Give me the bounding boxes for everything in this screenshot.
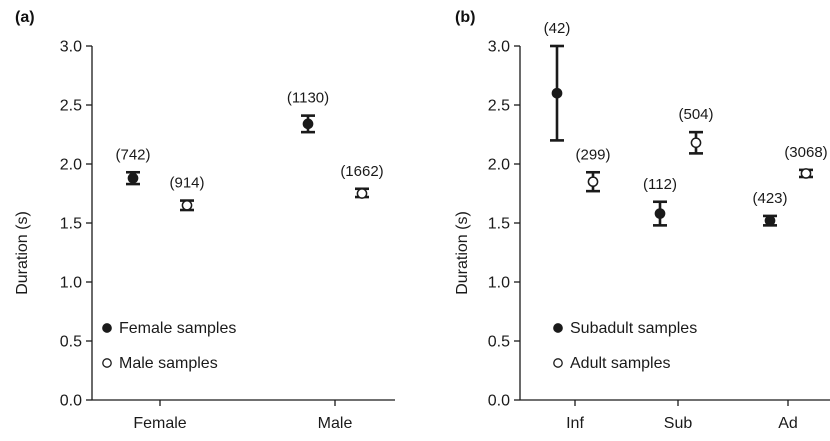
sample-size-label: (1662) xyxy=(340,163,383,180)
y-tick-label: 2.5 xyxy=(488,98,510,115)
sample-size-label: (504) xyxy=(678,106,713,123)
y-tick-label: 0.5 xyxy=(60,334,82,351)
series-filled: (42) (112) (423) xyxy=(544,20,788,227)
y-tick-label: 1.0 xyxy=(60,275,82,292)
data-point xyxy=(181,199,193,211)
legend-label: Adult samples xyxy=(570,355,671,372)
chart-panel-a: (a) 0.0 0.5 1.0 1.5 2.0 2.5 3.0 Duration (s) Fema… xyxy=(14,9,395,432)
y-tick-label: 2.0 xyxy=(488,157,510,174)
sample-size-label: (742) xyxy=(115,146,150,163)
y-tick-label: 2.5 xyxy=(60,98,82,115)
sample-size-label: (3068) xyxy=(784,144,827,161)
sample-size-label: (914) xyxy=(169,175,204,192)
legend-label: Male samples xyxy=(119,355,218,372)
y-tick-label: 1.0 xyxy=(488,275,510,292)
series-filled: (742) (1130) xyxy=(115,90,329,186)
data-point xyxy=(764,215,776,226)
legend-open-circle-icon xyxy=(102,358,112,368)
panel-label: (a) xyxy=(15,9,35,26)
x-tick-label: Ad xyxy=(778,415,798,432)
legend-filled-circle-icon xyxy=(553,323,563,333)
y-axis-label: Duration (s) xyxy=(14,211,31,295)
y-axis-label: Duration (s) xyxy=(454,211,471,295)
x-tick-label: Male xyxy=(318,415,353,432)
data-point xyxy=(551,87,563,99)
sample-size-label: (112) xyxy=(643,176,677,193)
y-tick-label: 1.5 xyxy=(488,216,510,233)
sample-size-label: (299) xyxy=(575,146,610,163)
sample-size-label: (423) xyxy=(752,190,787,207)
series-open: (299) (504) (3068) xyxy=(575,106,828,193)
data-point xyxy=(356,188,368,199)
data-point xyxy=(587,176,599,188)
legend-label: Subadult samples xyxy=(570,320,697,337)
data-point xyxy=(690,137,702,149)
y-tick-label: 0.0 xyxy=(488,393,510,410)
panel-label: (b) xyxy=(455,9,475,26)
y-tick-label: 0.0 xyxy=(60,393,82,410)
y-tick-label: 2.0 xyxy=(60,157,82,174)
legend-filled-circle-icon xyxy=(102,323,112,333)
sample-size-label: (1130) xyxy=(287,90,329,107)
data-point xyxy=(800,168,812,179)
y-tick-label: 1.5 xyxy=(60,216,82,233)
data-point xyxy=(127,172,139,184)
data-point xyxy=(302,118,314,130)
y-tick-label: 3.0 xyxy=(488,39,510,56)
x-tick-label: Inf xyxy=(566,415,584,432)
data-point xyxy=(654,208,666,219)
y-tick-label: 3.0 xyxy=(60,39,82,56)
legend-label: Female samples xyxy=(119,320,236,337)
x-tick-label: Sub xyxy=(664,415,693,432)
x-tick-label: Female xyxy=(133,415,186,432)
series-open: (914) (1662) xyxy=(169,163,384,212)
legend-open-circle-icon xyxy=(553,358,563,368)
chart-panel-b: (b) 0.0 0.5 1.0 1.5 2.0 2.5 3.0 Duration (s) Inf S… xyxy=(454,9,830,432)
y-tick-label: 0.5 xyxy=(488,334,510,351)
sample-size-label: (42) xyxy=(544,20,571,37)
